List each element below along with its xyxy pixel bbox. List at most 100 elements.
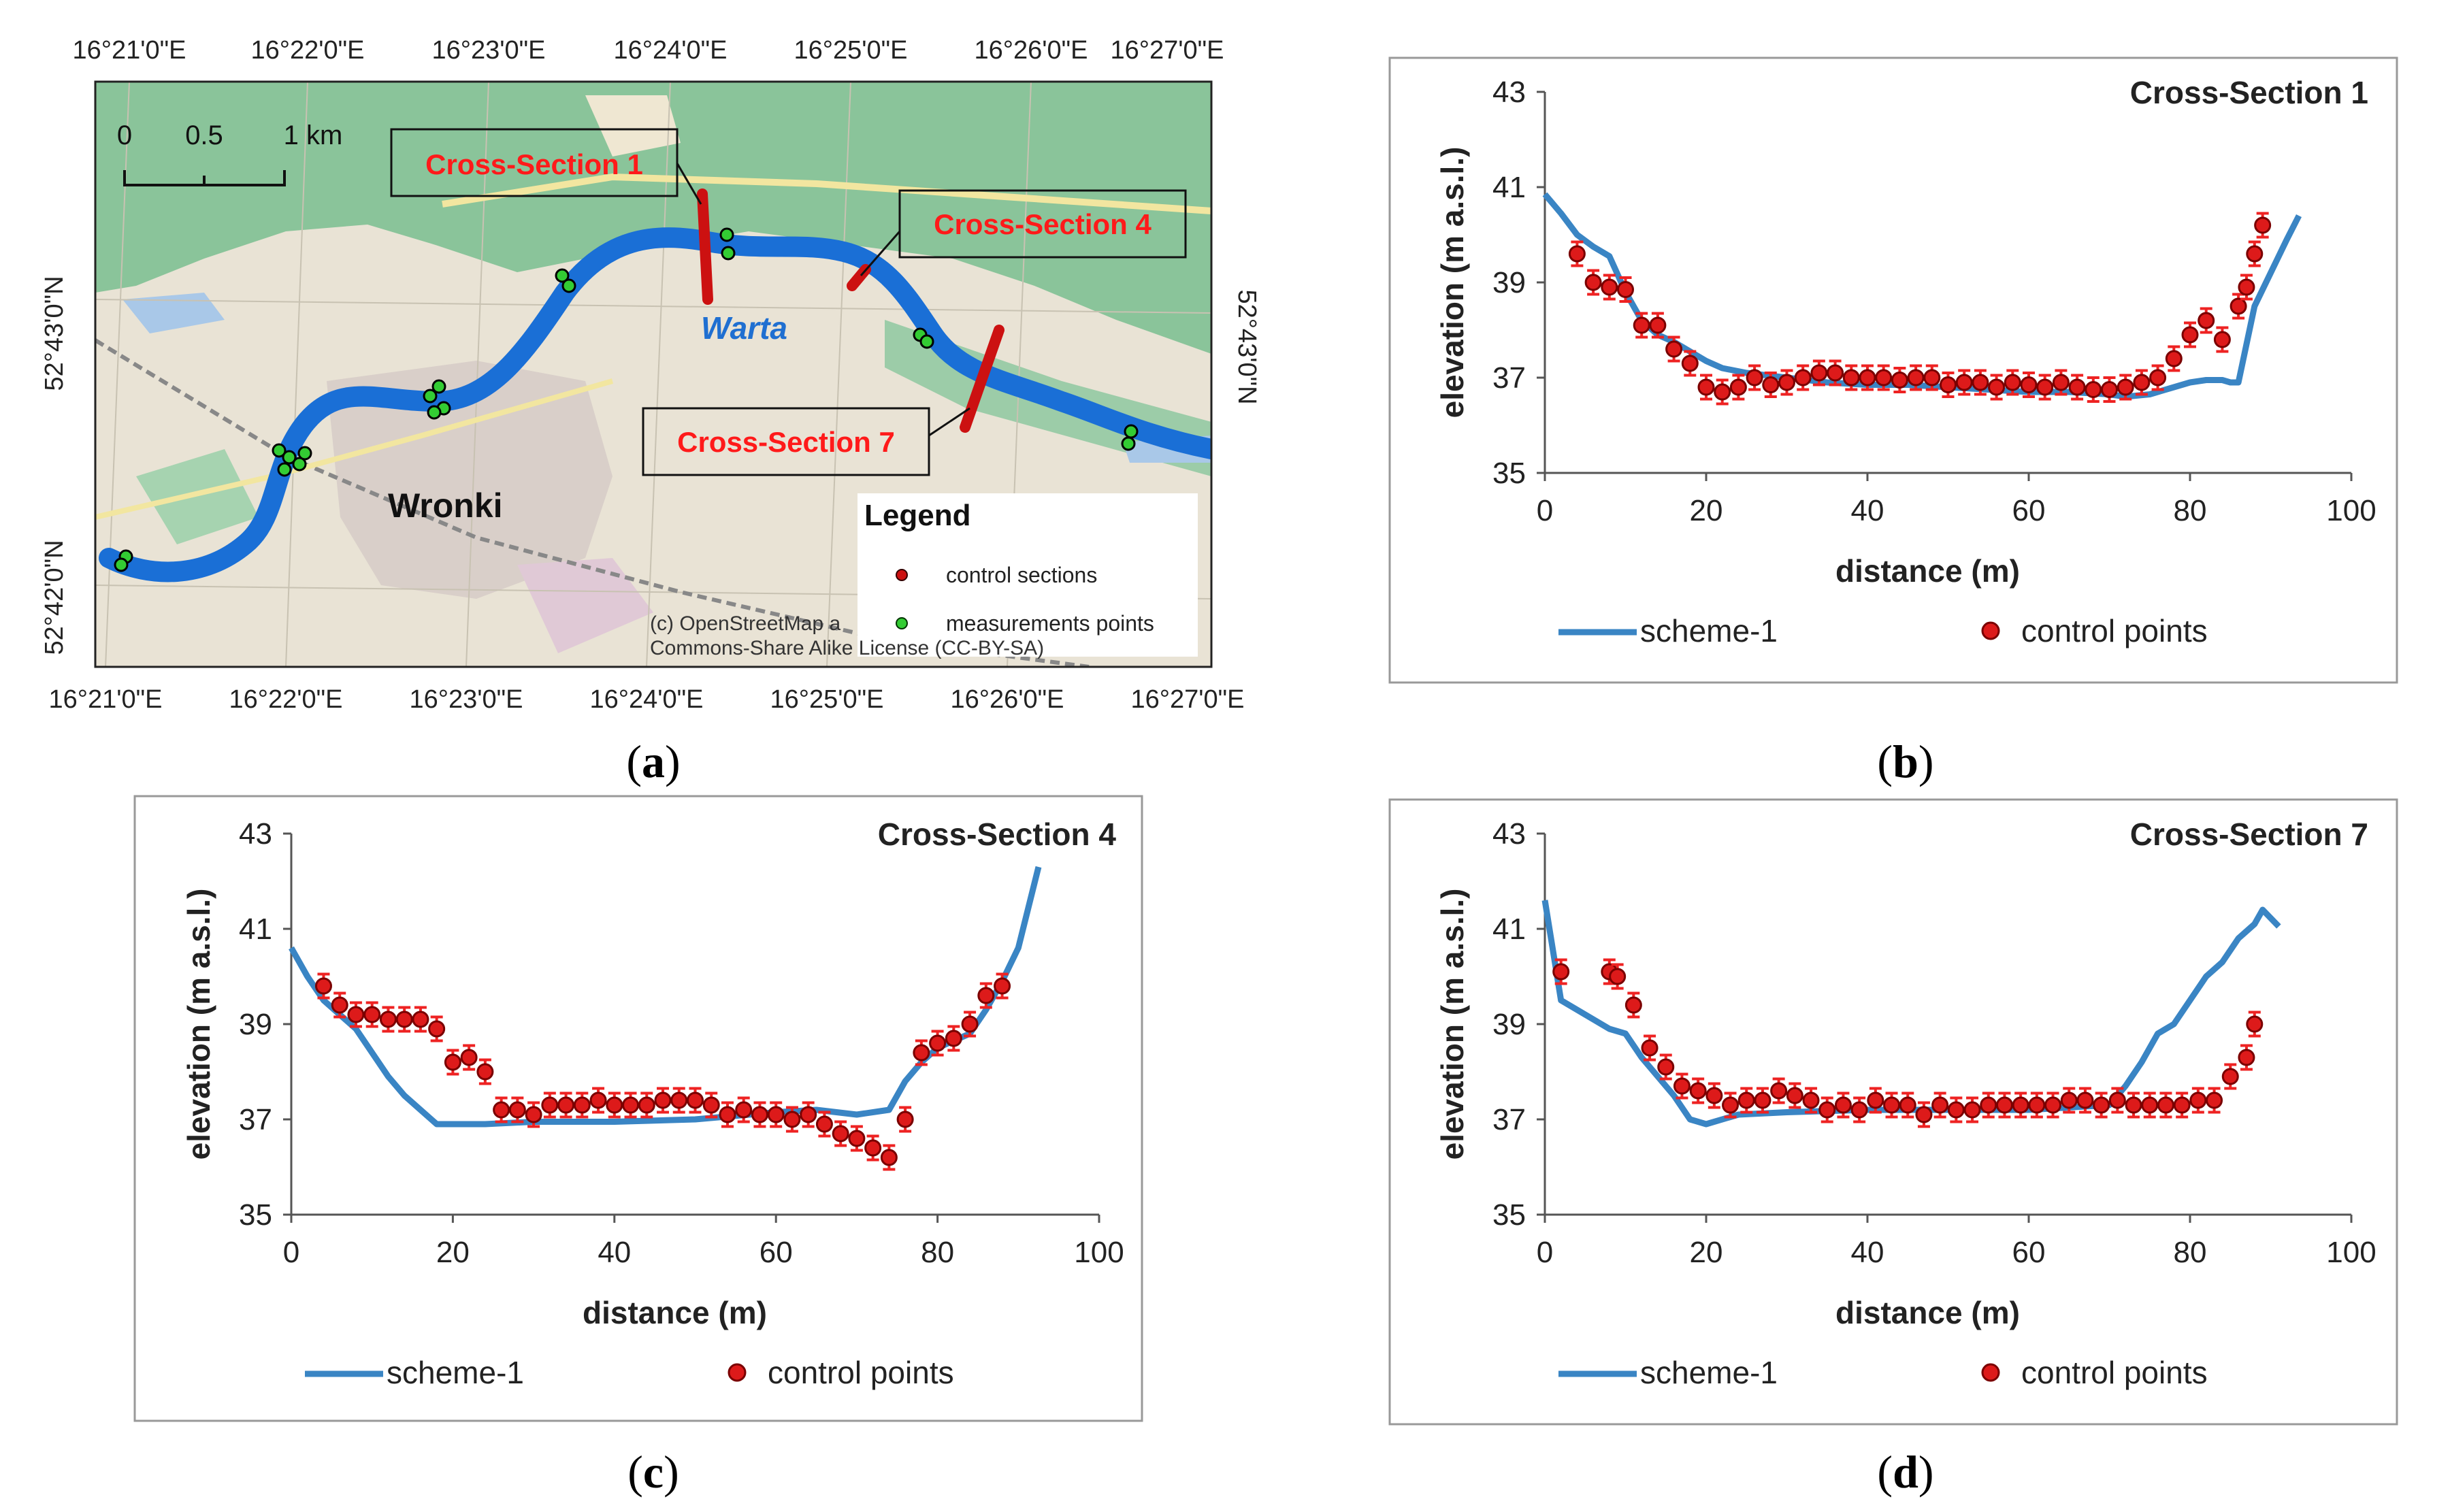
measurement-point <box>721 246 736 261</box>
measurement-points <box>114 227 1139 572</box>
map-area: Cross-Section 1 Cross-Section 4 Cross-Se… <box>95 82 1211 667</box>
control-point <box>412 1010 429 1028</box>
lon-label: 16°24'0"E <box>590 685 704 714</box>
measurement-point <box>282 450 297 465</box>
legend-point-label: control points <box>2021 1355 2208 1390</box>
grid-line <box>826 82 851 667</box>
x-tick-label: 80 <box>2174 1236 2207 1269</box>
control-point <box>2206 1091 2223 1109</box>
lon-label: 16°27'0"E <box>1131 685 1245 714</box>
control-point <box>2133 374 2151 391</box>
control-point <box>719 1106 736 1123</box>
control-point <box>1633 316 1650 334</box>
control-point <box>1673 1077 1690 1095</box>
y-tick-label: 37 <box>1492 1103 1526 1136</box>
cs7-leader-line <box>928 407 970 437</box>
legend-point-swatch <box>728 1363 747 1382</box>
control-point <box>2068 378 2086 396</box>
y-tick-label: 37 <box>239 1103 272 1136</box>
control-point <box>961 1015 979 1033</box>
cs4-label-box <box>898 189 1187 259</box>
chart-panel-d: 35 37 39 41 43 0 20 40 60 80 100 distance (m) elevat… <box>1388 798 2398 1426</box>
control-point <box>1955 374 1973 391</box>
control-point <box>379 1010 397 1028</box>
top-longitude-labels: 16°21'0"E 16°22'0"E 16°23'0"E 16°24'0"E … <box>73 36 1224 65</box>
control-point <box>606 1096 623 1114</box>
control-point <box>896 1111 914 1128</box>
control-point <box>589 1091 607 1109</box>
chart-title: Cross-Section 7 <box>2130 817 2368 852</box>
lat-label: 52°42'0"N <box>40 540 69 655</box>
control-point <box>1714 383 1731 401</box>
control-point <box>557 1096 575 1114</box>
measurement-point <box>423 389 438 404</box>
control-point <box>508 1101 526 1119</box>
legend-line-label: scheme-1 <box>387 1355 524 1390</box>
control-point <box>1842 369 1860 387</box>
y-axis-title: elevation (m a.s.l.) <box>181 889 216 1160</box>
chart-title: Cross-Section 4 <box>878 817 1117 852</box>
cs1-leader-line <box>676 163 702 205</box>
control-point <box>735 1101 753 1119</box>
grid-line <box>285 82 308 667</box>
grid-line <box>466 82 489 667</box>
control-point <box>2246 1015 2264 1033</box>
control-point <box>1963 1101 1981 1119</box>
control-point <box>2093 1096 2110 1114</box>
lat-label: 52°43'0"N <box>40 276 69 391</box>
control-point <box>525 1106 542 1123</box>
legend-point-swatch <box>1981 621 2000 640</box>
control-point <box>622 1096 640 1114</box>
y-tick-label: 37 <box>1492 361 1526 395</box>
cs1-label-box <box>390 128 679 197</box>
lon-label: 16°26'0"E <box>951 685 1064 714</box>
measurement-point <box>1121 436 1136 451</box>
control-point <box>2108 1091 2126 1109</box>
y-tick-label: 35 <box>1492 1198 1526 1232</box>
lon-label: 16°22'0"E <box>229 685 343 714</box>
map-legend-title: Legend <box>864 499 970 532</box>
control-point <box>929 1034 947 1052</box>
control-point <box>767 1106 785 1123</box>
x-tick-label: 0 <box>1537 1236 1553 1269</box>
control-point <box>1601 278 1618 296</box>
road <box>95 378 614 520</box>
control-point <box>1641 1039 1659 1057</box>
map-legend-control-marker <box>896 569 908 581</box>
lon-label: 16°23'0"E <box>432 36 546 65</box>
x-tick-label: 60 <box>2012 494 2046 527</box>
control-point <box>2117 378 2134 396</box>
lon-label: 16°22'0"E <box>251 36 365 65</box>
control-point <box>1899 1096 1916 1114</box>
control-point <box>2028 1096 2046 1114</box>
y-tick-label: 43 <box>239 817 272 851</box>
control-point <box>1729 378 1747 396</box>
control-point <box>1746 369 1763 387</box>
measurement-point <box>919 334 934 349</box>
control-point <box>977 987 995 1004</box>
scale-half-label: 0.5 <box>185 120 223 150</box>
y-tick-label: 35 <box>239 1198 272 1232</box>
x-axis-title: distance (m) <box>1835 553 2020 589</box>
scale-line <box>123 170 286 186</box>
x-tick-label: 80 <box>2174 494 2207 527</box>
control-point <box>2076 1091 2094 1109</box>
control-point <box>1940 376 1957 393</box>
copyright-line-2: Commons-Share Alike License (CC-BY-SA) <box>650 637 1044 659</box>
control-point <box>2125 1096 2142 1114</box>
control-section-1 <box>697 188 713 305</box>
y-tick-label: 41 <box>1492 913 1526 946</box>
control-point <box>1722 1096 1740 1114</box>
city-label: Wronki <box>388 487 503 525</box>
control-point <box>460 1049 478 1066</box>
forest-area <box>585 95 681 157</box>
control-point <box>347 1006 365 1023</box>
control-point <box>2020 376 2038 393</box>
control-point <box>1609 968 1627 985</box>
control-point <box>2012 1096 2029 1114</box>
x-tick-label: 0 <box>1537 494 1553 527</box>
lon-label: 16°21'0"E <box>73 36 186 65</box>
x-tick-label: 20 <box>1690 1236 1723 1269</box>
control-point <box>2052 374 2070 391</box>
map-legend-box <box>858 493 1198 657</box>
